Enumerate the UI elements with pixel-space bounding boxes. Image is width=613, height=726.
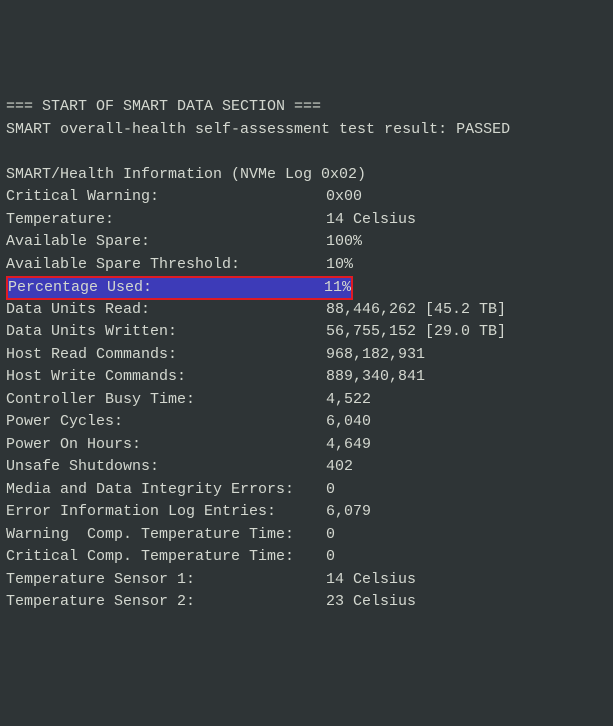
row-value: 14 Celsius	[326, 211, 416, 228]
row-value: 100%	[326, 233, 362, 250]
smart-row: Data Units Read:88,446,262 [45.2 TB]	[6, 299, 607, 322]
row-label: Critical Warning:	[6, 186, 326, 209]
row-label: Percentage Used:	[8, 278, 324, 298]
row-label: Error Information Log Entries:	[6, 501, 326, 524]
row-value: 14 Celsius	[326, 571, 416, 588]
row-label: Host Read Commands:	[6, 344, 326, 367]
row-label: Power Cycles:	[6, 411, 326, 434]
row-label: Warning Comp. Temperature Time:	[6, 524, 326, 547]
row-value: 889,340,841	[326, 368, 425, 385]
smart-row: Error Information Log Entries:6,079	[6, 501, 607, 524]
smart-row: Temperature Sensor 2:23 Celsius	[6, 591, 607, 614]
smart-row: Temperature:14 Celsius	[6, 209, 607, 232]
smart-row: Media and Data Integrity Errors:0	[6, 479, 607, 502]
smart-row: Power Cycles:6,040	[6, 411, 607, 434]
smart-data-rows: Critical Warning:0x00Temperature:14 Cels…	[6, 186, 607, 614]
row-label: Available Spare:	[6, 231, 326, 254]
row-value: 6,079	[326, 503, 371, 520]
row-label: Temperature Sensor 2:	[6, 591, 326, 614]
smart-row: Available Spare Threshold:10%	[6, 254, 607, 277]
smart-row: Host Write Commands:889,340,841	[6, 366, 607, 389]
smart-row: Critical Warning:0x00	[6, 186, 607, 209]
smart-row: Temperature Sensor 1:14 Celsius	[6, 569, 607, 592]
row-label: Power On Hours:	[6, 434, 326, 457]
row-value: 56,755,152 [29.0 TB]	[326, 323, 506, 340]
row-value: 88,446,262 [45.2 TB]	[326, 301, 506, 318]
row-value: 0	[326, 481, 335, 498]
row-label: Temperature Sensor 1:	[6, 569, 326, 592]
row-value: 0	[326, 526, 335, 543]
info-header-line: SMART/Health Information (NVMe Log 0x02)	[6, 164, 607, 187]
smart-row: Host Read Commands:968,182,931	[6, 344, 607, 367]
smart-row: Data Units Written:56,755,152 [29.0 TB]	[6, 321, 607, 344]
row-value: 0	[326, 548, 335, 565]
row-value: 6,040	[326, 413, 371, 430]
row-label: Data Units Read:	[6, 299, 326, 322]
row-label: Host Write Commands:	[6, 366, 326, 389]
row-value: 4,649	[326, 436, 371, 453]
smart-row: Warning Comp. Temperature Time:0	[6, 524, 607, 547]
smart-row: Unsafe Shutdowns:402	[6, 456, 607, 479]
section-start-line: === START OF SMART DATA SECTION ===	[6, 96, 607, 119]
smart-row: Controller Busy Time:4,522	[6, 389, 607, 412]
row-label: Temperature:	[6, 209, 326, 232]
row-label: Controller Busy Time:	[6, 389, 326, 412]
row-label: Critical Comp. Temperature Time:	[6, 546, 326, 569]
row-label: Media and Data Integrity Errors:	[6, 479, 326, 502]
row-value: 23 Celsius	[326, 593, 416, 610]
row-value: 968,182,931	[326, 346, 425, 363]
overall-health-line: SMART overall-health self-assessment tes…	[6, 119, 607, 142]
row-value: 0x00	[326, 188, 362, 205]
row-value: 402	[326, 458, 353, 475]
smart-row: Power On Hours:4,649	[6, 434, 607, 457]
blank-line	[6, 141, 607, 164]
row-label: Data Units Written:	[6, 321, 326, 344]
row-value: 11%	[324, 279, 351, 296]
smart-row: Available Spare:100%	[6, 231, 607, 254]
smart-row: Critical Comp. Temperature Time:0	[6, 546, 607, 569]
row-value: 4,522	[326, 391, 371, 408]
row-label: Available Spare Threshold:	[6, 254, 326, 277]
smart-row: Percentage Used:11%	[6, 276, 607, 299]
row-value: 10%	[326, 256, 353, 273]
highlighted-row: Percentage Used:11%	[6, 276, 353, 300]
row-label: Unsafe Shutdowns:	[6, 456, 326, 479]
